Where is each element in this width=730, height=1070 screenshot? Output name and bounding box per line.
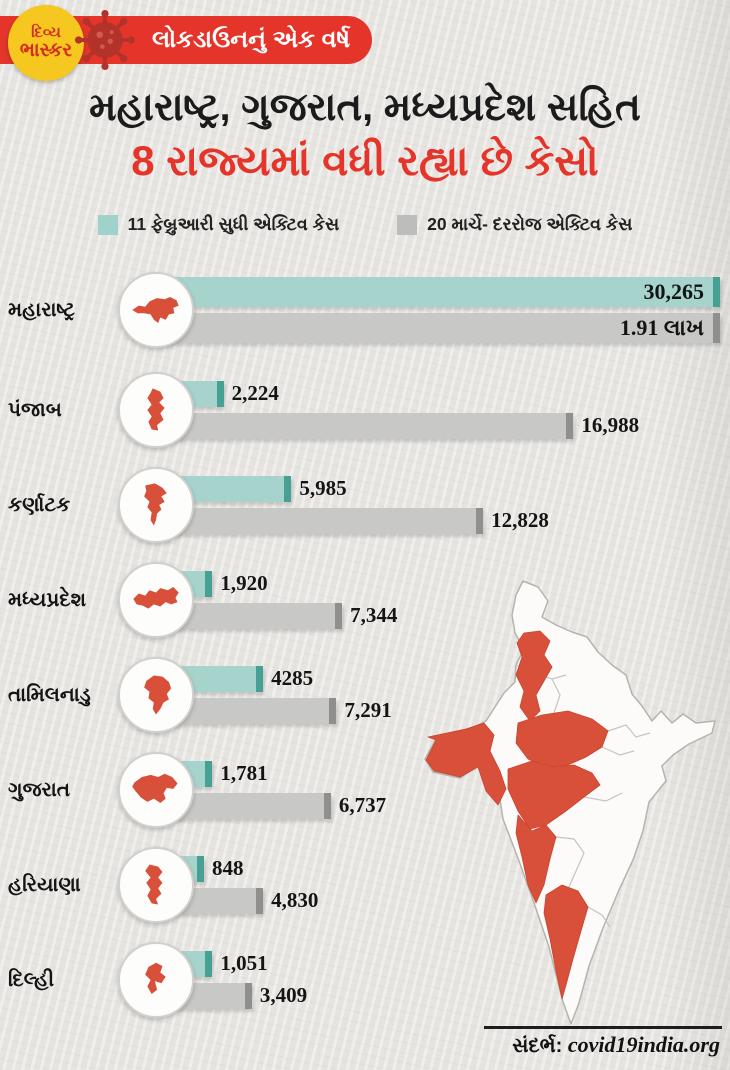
karnataka-map-icon — [118, 466, 194, 543]
title-line2: 8 રાજ્યમાં વધી રહ્યા છે કેસો — [131, 136, 599, 184]
state-label: મહારાષ્ટ્ર — [8, 299, 75, 321]
tamil-nadu-map-icon — [118, 656, 194, 733]
gujarat-map-icon — [118, 751, 194, 828]
maharashtra-region — [507, 760, 601, 830]
state-label: દિલ્હી — [8, 968, 55, 991]
legend-swatch-teal — [97, 214, 118, 235]
banner-title: લોકડાઉનનું એક વર્ષ — [152, 26, 351, 53]
mar-value: 7,344 — [350, 603, 398, 627]
state-label: હરિયાણા — [8, 873, 81, 896]
state-row-maharashtra: મહારાષ્ટ્ર 30,265 1.91 લાખ — [0, 258, 730, 362]
tamil-nadu-region — [543, 884, 589, 1000]
mar-value: 7,291 — [344, 698, 392, 722]
page-title: મહારાષ્ટ્ર, ગુજરાત, મધ્યપ્રદેશ સહિત 8 રા… — [0, 84, 730, 187]
legend-item-feb: 11 ફેબ્રુઆરી સુધી એક્ટિવ કેસ — [97, 214, 340, 235]
madhya-pradesh-region — [515, 710, 609, 768]
feb-value: 2,224 — [231, 381, 279, 405]
haryana-map-icon — [118, 846, 194, 923]
virus-icon — [74, 9, 136, 71]
legend-swatch-gray — [397, 214, 418, 235]
source-divider — [484, 1026, 722, 1029]
madhya-pradesh-map-icon — [118, 561, 194, 638]
legend-label-feb: 11 ફેબ્રુઆરી સુધી એક્ટિવ કેસ — [127, 214, 340, 234]
maharashtra-map-icon — [118, 272, 194, 348]
state-label: તામિલનાડુ — [8, 683, 91, 706]
feb-bar — [156, 277, 720, 307]
gujarat-region — [425, 722, 507, 806]
state-row-tamil-nadu: તામિલનાડુ 4285 7,291 — [0, 647, 730, 742]
state-row-gujarat: ગુજરાત 1,781 6,737 — [0, 742, 730, 837]
state-row-punjab: પંજાબ 2,224 16,988 — [0, 362, 730, 457]
chart-legend: 11 ફેબ્રુઆરી સુધી એક્ટિવ કેસ 20 માર્ચે- … — [0, 214, 730, 235]
source-prefix: સંદર્ભ: — [512, 1035, 568, 1057]
divya-bhaskar-logo: દિવ્ય ભાસ્કર — [8, 5, 84, 81]
feb-value: 1,781 — [220, 761, 268, 785]
state-row-karnataka: કર્ણાટક 5,985 12,828 — [0, 457, 730, 552]
mar-value: 3,409 — [259, 983, 308, 1007]
highlighted-states — [425, 630, 609, 1000]
state-row-haryana: હરિયાણા 848 4,830 — [0, 837, 730, 932]
feb-value: 1,920 — [220, 571, 268, 595]
delhi-map-icon — [118, 941, 194, 1018]
mar-bar — [156, 507, 484, 534]
mar-value: 4,830 — [271, 888, 319, 912]
feb-value: 1,051 — [220, 951, 268, 975]
feb-value: 848 — [211, 856, 244, 880]
feb-value: 5,985 — [299, 476, 347, 500]
state-label: પંજાબ — [8, 398, 62, 421]
feb-value: 30,265 — [643, 279, 705, 304]
mar-value: 6,737 — [338, 793, 387, 817]
feb-value: 4285 — [271, 666, 314, 690]
mar-value: 12,828 — [491, 508, 549, 532]
mar-value: 16,988 — [581, 413, 640, 437]
title-line1: મહારાષ્ટ્ર, ગુજરાત, મધ્યપ્રદેશ સહિત — [89, 86, 641, 129]
mar-bar — [156, 313, 720, 343]
legend-item-mar: 20 માર્ચે- દરરોજ એક્ટિવ કેસ — [397, 214, 632, 235]
state-row-delhi: દિલ્હી 1,051 3,409 — [0, 932, 730, 1027]
logo-text-bottom: ભાસ્કર — [19, 40, 73, 61]
chart-rows: મહારાષ્ટ્ર 30,265 1.91 લાખ પંજાબ — [0, 258, 730, 1027]
state-row-madhya-pradesh: મધ્યપ્રદેશ 1,920 7,344 — [0, 552, 730, 647]
source-credit: સંદર્ભ: covid19india.org — [512, 1032, 720, 1058]
logo-text-top: દિવ્ય — [31, 24, 61, 41]
karnataka-region — [515, 814, 557, 904]
india-map — [424, 580, 716, 1025]
state-label: કર્ણાટક — [8, 493, 71, 516]
punjab-haryana-delhi-region — [515, 630, 553, 722]
source-domain: covid19india.org — [567, 1032, 720, 1057]
punjab-map-icon — [118, 371, 194, 448]
state-label: ગુજરાત — [8, 778, 71, 801]
mar-value: 1.91 લાખ — [619, 315, 704, 340]
legend-label-mar: 20 માર્ચે- દરરોજ એક્ટિવ કેસ — [427, 214, 633, 234]
mar-bar — [156, 412, 574, 439]
state-label: મધ્યપ્રદેશ — [8, 588, 86, 611]
